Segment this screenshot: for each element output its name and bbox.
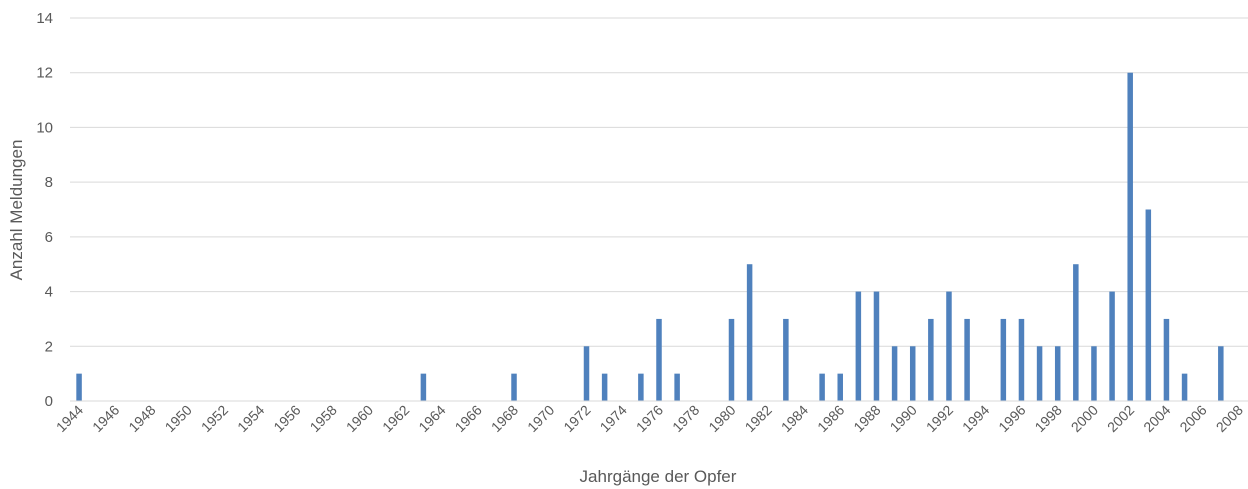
x-tick-label: 1976 bbox=[633, 402, 666, 435]
bar bbox=[1145, 209, 1152, 401]
y-axis-ticks: 0 2 4 6 8 10 12 14 bbox=[36, 10, 53, 410]
bar bbox=[837, 373, 843, 401]
y-tick-label: 2 bbox=[45, 338, 53, 355]
bar bbox=[1181, 373, 1188, 401]
bar bbox=[1163, 318, 1170, 401]
x-tick-label: 2006 bbox=[1176, 402, 1209, 435]
y-tick-label: 12 bbox=[36, 65, 53, 82]
bar bbox=[1036, 346, 1043, 401]
bar bbox=[76, 373, 82, 401]
x-tick-label: 1998 bbox=[1031, 402, 1064, 435]
bars bbox=[76, 72, 1224, 401]
x-tick-label: 1980 bbox=[705, 402, 738, 435]
y-tick-label: 14 bbox=[36, 10, 53, 27]
x-axis-title: Jahrgänge der Opfer bbox=[580, 467, 737, 486]
x-tick-label: 1996 bbox=[995, 402, 1028, 435]
bar bbox=[873, 291, 880, 401]
x-tick-label: 1952 bbox=[198, 402, 231, 435]
bar bbox=[638, 373, 644, 401]
x-tick-label: 1962 bbox=[379, 402, 412, 435]
bar bbox=[909, 346, 916, 401]
bar bbox=[1218, 346, 1224, 401]
y-axis-title: Anzahl Meldungen bbox=[7, 140, 26, 281]
x-tick-label: 1946 bbox=[89, 402, 122, 435]
bar bbox=[1073, 264, 1079, 401]
x-tick-label: 1992 bbox=[923, 402, 956, 435]
x-tick-label: 1966 bbox=[452, 402, 485, 435]
y-tick-label: 6 bbox=[45, 229, 53, 246]
x-tick-label: 1960 bbox=[343, 402, 376, 435]
bar bbox=[783, 318, 789, 401]
x-tick-label: 1968 bbox=[488, 402, 521, 435]
x-tick-label: 1982 bbox=[742, 402, 775, 435]
bar bbox=[1000, 318, 1007, 401]
x-tick-label: 1954 bbox=[234, 402, 267, 435]
y-tick-label: 0 bbox=[45, 393, 53, 410]
bar bbox=[656, 318, 662, 401]
x-tick-label: 1986 bbox=[814, 402, 847, 435]
bar bbox=[728, 318, 735, 401]
bar bbox=[1018, 318, 1025, 401]
x-tick-label: 1970 bbox=[524, 402, 557, 435]
bar bbox=[674, 373, 680, 401]
x-tick-label: 1948 bbox=[125, 402, 158, 435]
x-tick-label: 1944 bbox=[53, 402, 86, 435]
x-tick-label: 1984 bbox=[778, 402, 811, 435]
x-axis-ticks: 1944 1946 1948 1950 1952 1954 1956 1958 1960 1962… bbox=[53, 402, 1246, 435]
bar bbox=[1127, 72, 1133, 401]
x-tick-label: 1978 bbox=[669, 402, 702, 435]
bar bbox=[946, 291, 952, 401]
gridlines bbox=[70, 17, 1248, 347]
x-tick-label: 1956 bbox=[270, 402, 303, 435]
bar bbox=[511, 373, 517, 401]
x-tick-label: 1990 bbox=[886, 402, 919, 435]
bar bbox=[819, 373, 825, 401]
y-tick-label: 10 bbox=[36, 119, 53, 136]
x-tick-label: 1958 bbox=[307, 402, 340, 435]
x-tick-label: 2004 bbox=[1140, 402, 1173, 435]
bar bbox=[601, 373, 608, 401]
bar bbox=[1109, 291, 1115, 401]
bar bbox=[928, 318, 934, 401]
bar bbox=[420, 373, 427, 401]
bar bbox=[1054, 346, 1061, 401]
bar bbox=[746, 264, 753, 401]
x-tick-label: 2000 bbox=[1068, 402, 1101, 435]
bar bbox=[1091, 346, 1097, 401]
x-tick-label: 1950 bbox=[162, 402, 195, 435]
y-tick-label: 8 bbox=[45, 174, 53, 191]
x-tick-label: 2008 bbox=[1213, 402, 1246, 435]
x-tick-label: 1972 bbox=[560, 402, 593, 435]
x-tick-label: 1988 bbox=[850, 402, 883, 435]
bar bbox=[891, 346, 898, 401]
x-tick-label: 2002 bbox=[1104, 402, 1137, 435]
x-tick-label: 1994 bbox=[959, 402, 992, 435]
bar bbox=[583, 346, 590, 401]
x-tick-label: 1974 bbox=[597, 402, 630, 435]
y-tick-label: 4 bbox=[45, 284, 53, 301]
x-tick-label: 1964 bbox=[415, 402, 448, 435]
bar bbox=[964, 318, 970, 401]
bar bbox=[855, 291, 862, 401]
